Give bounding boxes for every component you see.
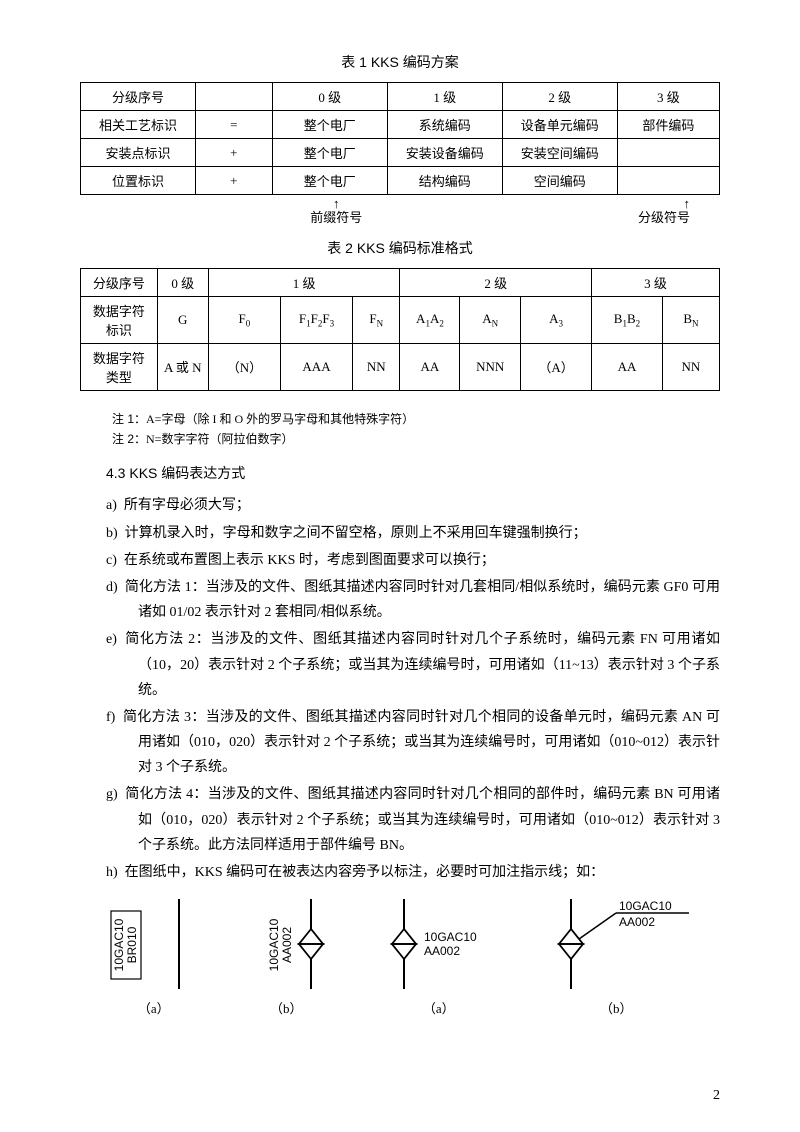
cell: 数据字符标识: [81, 296, 158, 343]
diagram-row: 10GAC10 BR010 （a） 10GAC10 AA002 （b）: [90, 899, 710, 1017]
cell: AA: [400, 343, 460, 390]
list-item: e) 简化方法 2：当涉及的文件、图纸其描述内容同时针对几个子系统时，编码元素 …: [106, 627, 720, 703]
diagram-b1: 10GAC10 AA002 （b）: [236, 899, 336, 1017]
svg-text:10GAC10: 10GAC10: [619, 899, 672, 913]
cell: +: [196, 139, 273, 167]
cell: =: [196, 111, 273, 139]
svg-text:10GAC10: 10GAC10: [424, 930, 477, 944]
t1-h0: 分级序号: [81, 83, 196, 111]
cell: FN: [353, 296, 400, 343]
cell: AN: [460, 296, 521, 343]
cell: F0: [208, 296, 280, 343]
cell: 整个电厂: [272, 167, 387, 195]
list-item: d) 简化方法 1：当涉及的文件、图纸其描述内容同时针对几套相同/相似系统时，编…: [106, 575, 720, 625]
cell: 位置标识: [81, 167, 196, 195]
cell: 安装设备编码: [387, 139, 502, 167]
table2-title: 表 2 KKS 编码标准格式: [80, 238, 720, 258]
list-item: f) 简化方法 3：当涉及的文件、图纸其描述内容同时针对几个相同的设备单元时，编…: [106, 705, 720, 781]
section-4-3-heading: 4.3 KKS 编码表达方式: [106, 463, 720, 483]
cell: 0 级: [157, 268, 208, 296]
t1-h2: 0 级: [272, 83, 387, 111]
t1-h5: 3 级: [617, 83, 719, 111]
cell: A 或 N: [157, 343, 208, 390]
cell: A3: [520, 296, 591, 343]
diagram-label: （a）: [138, 998, 170, 1017]
cell: 1 级: [208, 268, 400, 296]
cell: AAA: [281, 343, 353, 390]
prefix-symbol-label: 前缀符号: [190, 211, 483, 225]
cell: 3 级: [592, 268, 720, 296]
list-item: h) 在图纸中，KKS 编码可在被表达内容旁予以标注，必要时可加注指示线；如：: [106, 860, 720, 885]
table1: 分级序号 0 级 1 级 2 级 3 级 相关工艺标识 = 整个电厂 系统编码 …: [80, 82, 720, 195]
list-item: c) 在系统或布置图上表示 KKS 时，考虑到图面要求可以换行；: [106, 548, 720, 573]
up-arrow-icon: ↑: [190, 197, 483, 211]
cell: （N）: [208, 343, 280, 390]
cell: NN: [353, 343, 400, 390]
list-item: g) 简化方法 4：当涉及的文件、图纸其描述内容同时针对几个相同的部件时，编码元…: [106, 782, 720, 858]
diagram-label: （b）: [270, 998, 303, 1017]
table2: 分级序号 0 级 1 级 2 级 3 级 数据字符标识 G F0 F1F2F3 …: [80, 268, 720, 391]
note1-label: 注 1：: [112, 412, 146, 426]
cell: F1F2F3: [281, 296, 353, 343]
cell: A1A2: [400, 296, 460, 343]
t1-h4: 2 级: [502, 83, 617, 111]
cell: B1B2: [592, 296, 663, 343]
valve-icon: 10GAC10 AA002: [374, 899, 504, 994]
diagram-a2: 10GAC10 AA002 （a）: [374, 899, 504, 1017]
cell: 安装点标识: [81, 139, 196, 167]
cell: 设备单元编码: [502, 111, 617, 139]
cell: 分级序号: [81, 268, 158, 296]
cell: 2 级: [400, 268, 592, 296]
valve-icon: 10GAC10 AA002: [236, 899, 336, 994]
diagram-b2: 10GAC10 AA002 （b）: [541, 899, 691, 1017]
cell: 数据字符类型: [81, 343, 158, 390]
cell: 整个电厂: [272, 139, 387, 167]
pipe-label-box-icon: 10GAC10 BR010: [109, 899, 199, 994]
cell: BN: [662, 296, 719, 343]
diagram-label: （b）: [600, 998, 633, 1017]
svg-text:10GAC10: 10GAC10: [267, 919, 281, 972]
cell: NN: [662, 343, 719, 390]
up-arrow-icon: ↑: [483, 197, 690, 211]
note1-text: A=字母（除 I 和 O 外的罗马字母和其他特殊字符）: [146, 412, 414, 426]
svg-text:AA002: AA002: [619, 915, 655, 929]
cell: 空间编码: [502, 167, 617, 195]
svg-text:10GAC10: 10GAC10: [112, 919, 126, 972]
level-symbol-label: 分级符号: [483, 211, 690, 225]
cell: 结构编码: [387, 167, 502, 195]
cell: +: [196, 167, 273, 195]
valve-leader-icon: 10GAC10 AA002: [541, 899, 691, 994]
cell: NNN: [460, 343, 521, 390]
cell: [617, 139, 719, 167]
page-number: 2: [713, 1088, 720, 1104]
svg-text:BR010: BR010: [125, 927, 139, 964]
table1-arrow-row: ↑ 前缀符号 ↑ 分级符号: [80, 197, 720, 226]
cell: 整个电厂: [272, 111, 387, 139]
cell: 相关工艺标识: [81, 111, 196, 139]
section-4-3-list: a) 所有字母必须大写； b) 计算机录入时，字母和数字之间不留空格，原则上不采…: [106, 493, 720, 885]
diagram-a1: 10GAC10 BR010 （a）: [109, 899, 199, 1017]
list-item: a) 所有字母必须大写；: [106, 493, 720, 518]
notes-block: 注 1：A=字母（除 I 和 O 外的罗马字母和其他特殊字符） 注 2：N=数字…: [112, 409, 720, 450]
diagram-label: （a）: [423, 998, 455, 1017]
t1-h3: 1 级: [387, 83, 502, 111]
note2-label: 注 2：: [112, 432, 146, 446]
cell: [617, 167, 719, 195]
cell: 安装空间编码: [502, 139, 617, 167]
cell: AA: [592, 343, 663, 390]
list-item: b) 计算机录入时，字母和数字之间不留空格，原则上不采用回车键强制换行；: [106, 521, 720, 546]
svg-text:AA002: AA002: [424, 944, 460, 958]
cell: G: [157, 296, 208, 343]
note2-text: N=数字字符（阿拉伯数字）: [146, 432, 293, 446]
cell: （A）: [520, 343, 591, 390]
svg-text:AA002: AA002: [280, 927, 294, 963]
t1-h1: [196, 83, 273, 111]
table1-title: 表 1 KKS 编码方案: [80, 52, 720, 72]
cell: 部件编码: [617, 111, 719, 139]
cell: 系统编码: [387, 111, 502, 139]
